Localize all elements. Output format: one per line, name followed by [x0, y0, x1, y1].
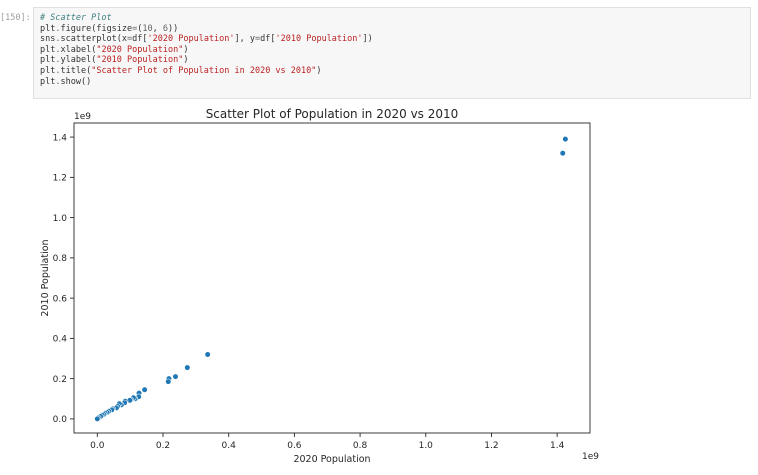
data-point: [141, 386, 148, 393]
code-token: plt: [40, 23, 56, 34]
x-tick-label: 1.0: [419, 441, 434, 451]
x-tick-label: 1.4: [550, 441, 565, 451]
data-point: [559, 150, 566, 157]
data-point: [165, 378, 172, 385]
code-token: scatterplot: [60, 34, 117, 45]
x-tick-label: 0.6: [287, 441, 302, 451]
x-offset-text: 1e9: [582, 452, 599, 462]
y-axis-label: 2010 Population: [40, 239, 51, 316]
code-line: plt.figure(figsize=(10, 6)): [40, 24, 750, 35]
code-token: "2010 Population": [96, 55, 184, 66]
code-line: sns.scatterplot(x=df['2020 Population'],…: [40, 34, 750, 45]
code-token: plt: [40, 65, 56, 76]
code-token: df: [260, 34, 271, 45]
data-point: [204, 351, 211, 358]
code-token: (: [91, 23, 97, 34]
code-token: ]): [362, 34, 373, 45]
data-point: [94, 415, 101, 423]
code-token: plt: [40, 44, 56, 55]
plot-axes: 0.0 0.2 0.4 0.6 0.8 1.0 1.2 1.4 0.0 0.2 0.4 0.6 0.8 1…: [40, 107, 599, 465]
x-tick-label: 0.0: [90, 441, 105, 451]
chart-title: Scatter Plot of Population in 2020 vs 20…: [206, 107, 459, 121]
code-token: figsize: [96, 23, 133, 34]
y-tick-label: 1.0: [53, 214, 68, 224]
code-token: sns: [40, 34, 56, 45]
code-token: plt: [40, 55, 56, 66]
code-token: [: [270, 34, 276, 45]
y-tick-label: 1.2: [53, 174, 67, 184]
x-tick-label: 1.2: [484, 441, 498, 451]
x-axis-label: 2020 Population: [293, 454, 370, 465]
x-tick-label: 0.4: [222, 441, 237, 451]
y-tick-label: 0.0: [53, 415, 68, 425]
y-offset-text: 1e9: [74, 112, 91, 122]
data-point: [562, 136, 569, 143]
code-token: .: [55, 34, 61, 45]
code-line: plt.show(): [40, 77, 750, 88]
plot-frame: [73, 122, 591, 434]
code-token: (: [86, 65, 92, 76]
x-tick-label: 0.2: [156, 441, 170, 451]
code-token: 6: [162, 23, 169, 34]
code-token: (: [91, 44, 97, 55]
code-token: (: [116, 34, 122, 45]
code-token: =: [255, 34, 261, 45]
x-tick-label: 0.8: [353, 441, 368, 451]
code-token: .: [55, 65, 61, 76]
code-token: show: [60, 76, 81, 87]
code-token: 10: [142, 23, 153, 34]
code-token: y: [249, 34, 256, 45]
code-token: "Scatter Plot of Population in 2020 vs 2…: [91, 65, 317, 76]
code-token: (: [91, 55, 97, 66]
y-tick-label: 0.8: [53, 254, 68, 264]
code-line: # Scatter Plot: [40, 13, 750, 24]
code-token: =: [132, 23, 138, 34]
code-token: '2020 Population': [147, 34, 235, 45]
code-token: df: [132, 34, 143, 45]
code-token: (): [80, 76, 92, 87]
y-tick-label: 0.2: [53, 375, 67, 385]
code-token: plt: [40, 76, 56, 87]
code-token: ): [183, 55, 189, 66]
code-token: (: [137, 23, 143, 34]
code-token: title: [60, 65, 87, 76]
scatter-chart: 0.0 0.2 0.4 0.6 0.8 1.0 1.2 1.4 0.0 0.2 0.4 0.6 0.8 1…: [40, 107, 599, 465]
code-token: .: [55, 55, 61, 66]
code-token: .: [55, 23, 61, 34]
code-token: figure: [60, 23, 92, 34]
code-token: ): [316, 65, 322, 76]
code-token: xlabel: [60, 44, 92, 55]
code-token: ylabel: [60, 55, 92, 66]
cell-prompt: [150]:: [0, 13, 31, 23]
code-token: .: [55, 76, 61, 87]
y-tick-label: 0.6: [53, 294, 68, 304]
code-token: ,: [152, 23, 163, 34]
code-line: plt.ylabel("2010 Population"): [40, 55, 750, 66]
code-line: plt.xlabel("2020 Population"): [40, 45, 750, 56]
code-cell[interactable]: # Scatter Plot plt.figure(figsize=(10, 6)…: [33, 7, 751, 99]
code-token: "2020 Population": [96, 44, 184, 55]
code-token: # Scatter Plot: [40, 13, 112, 23]
code-token: .: [55, 44, 61, 55]
y-tick-label: 1.4: [53, 133, 68, 143]
code-token: ],: [234, 34, 250, 45]
code-token: x: [121, 34, 128, 45]
code-token: [: [142, 34, 148, 45]
data-point: [184, 364, 191, 371]
code-line: plt.title("Scatter Plot of Population in…: [40, 66, 750, 77]
y-tick-label: 0.4: [53, 335, 68, 345]
code-token: =: [127, 34, 133, 45]
data-point: [172, 373, 179, 380]
code-token: ): [183, 44, 189, 55]
code-token: '2010 Population': [275, 34, 363, 45]
code-token: )): [168, 23, 179, 34]
